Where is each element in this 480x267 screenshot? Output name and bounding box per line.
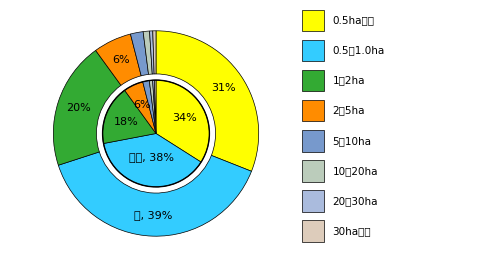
Wedge shape xyxy=(59,152,252,236)
Wedge shape xyxy=(131,32,148,76)
Text: 1～2ha: 1～2ha xyxy=(333,76,365,86)
Wedge shape xyxy=(153,80,156,134)
FancyBboxPatch shape xyxy=(302,40,324,61)
FancyBboxPatch shape xyxy=(302,220,324,242)
Text: 31%: 31% xyxy=(211,83,235,93)
Text: 20%: 20% xyxy=(66,103,91,113)
Text: 0.5～1.0ha: 0.5～1.0ha xyxy=(333,46,385,56)
Text: 6%: 6% xyxy=(133,100,151,109)
Wedge shape xyxy=(153,31,156,74)
Wedge shape xyxy=(125,82,156,134)
Text: 18%: 18% xyxy=(114,117,139,127)
Text: 30ha以上: 30ha以上 xyxy=(333,226,371,236)
Text: 6%: 6% xyxy=(113,55,130,65)
Text: 県, 39%: 県, 39% xyxy=(134,210,173,219)
FancyBboxPatch shape xyxy=(302,130,324,152)
Wedge shape xyxy=(155,80,156,134)
Text: 2～5ha: 2～5ha xyxy=(333,106,365,116)
Wedge shape xyxy=(156,31,259,171)
Wedge shape xyxy=(149,80,156,134)
Text: 5～10ha: 5～10ha xyxy=(333,136,372,146)
Wedge shape xyxy=(156,80,209,162)
Wedge shape xyxy=(143,31,152,74)
Wedge shape xyxy=(104,134,201,187)
Wedge shape xyxy=(103,90,156,143)
FancyBboxPatch shape xyxy=(302,10,324,32)
Text: 西部, 38%: 西部, 38% xyxy=(129,152,174,162)
FancyBboxPatch shape xyxy=(302,160,324,182)
Wedge shape xyxy=(96,34,141,85)
Wedge shape xyxy=(143,81,156,134)
Text: 34%: 34% xyxy=(172,113,196,123)
FancyBboxPatch shape xyxy=(302,100,324,121)
Text: 0.5ha未満: 0.5ha未満 xyxy=(333,15,374,26)
Wedge shape xyxy=(150,31,154,74)
FancyBboxPatch shape xyxy=(302,70,324,91)
Wedge shape xyxy=(53,50,121,165)
Text: 20～30ha: 20～30ha xyxy=(333,196,378,206)
FancyBboxPatch shape xyxy=(302,190,324,211)
Text: 10～20ha: 10～20ha xyxy=(333,166,378,176)
